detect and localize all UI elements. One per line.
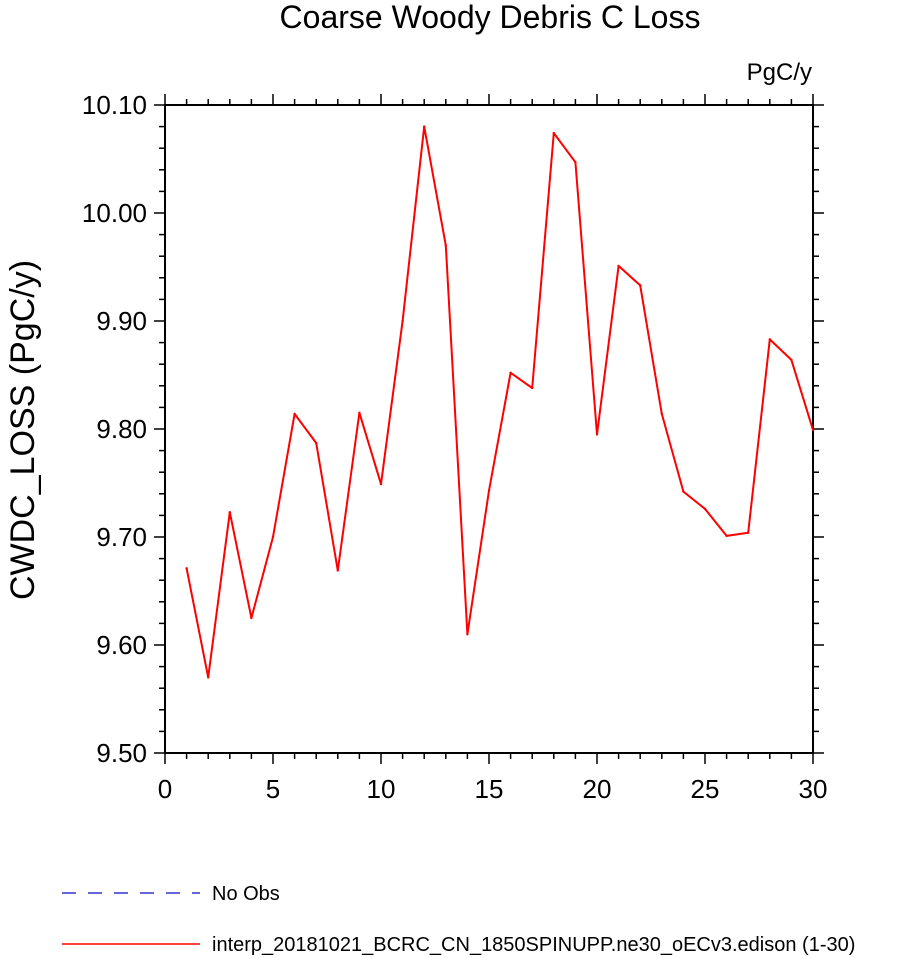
data-point	[487, 489, 491, 492]
data-point	[574, 161, 577, 164]
data-point	[639, 284, 642, 287]
data-point	[379, 482, 383, 486]
x-axis: 0 5 10 15 20 25 30	[158, 94, 828, 804]
y-tick-label: 9.50	[96, 738, 147, 768]
x-tick-label: 20	[583, 774, 612, 804]
plot-frame	[164, 104, 814, 754]
data-point	[509, 371, 512, 375]
y-axis: 9.50 9.60 9.70 9.80 9.90 10.00 10.10	[82, 90, 824, 768]
y-axis-label: CWDC_LOSS (PgC/y)	[4, 260, 42, 600]
series-line-0	[185, 125, 814, 679]
data-point	[207, 676, 210, 679]
data-point	[401, 319, 404, 323]
x-tick-label: 25	[691, 774, 720, 804]
data-point	[250, 616, 253, 620]
y-tick-label: 10.10	[82, 90, 147, 120]
chart-title: Coarse Woody Debris C Loss	[280, 0, 701, 35]
data-point	[595, 433, 599, 436]
y-tick-label: 10.00	[82, 198, 147, 228]
data-point	[552, 131, 555, 135]
data-point	[703, 507, 707, 511]
data-point	[466, 633, 469, 636]
data-point	[185, 567, 188, 570]
x-tick-label: 0	[158, 774, 172, 804]
data-point	[682, 490, 685, 493]
data-point	[725, 534, 728, 538]
data-point	[271, 535, 275, 539]
data-point	[531, 386, 534, 390]
legend: No Obs interp_20181021_BCRC_CN_1850SPINUP…	[62, 883, 855, 956]
data-point	[336, 569, 339, 572]
data-point	[444, 244, 447, 247]
data-point	[660, 412, 663, 416]
data-point	[811, 428, 815, 432]
y-tick-label: 9.60	[96, 630, 147, 660]
y-tick-label: 9.70	[96, 522, 147, 552]
data-point	[293, 412, 296, 416]
data-point	[423, 125, 426, 128]
x-tick-label: 15	[475, 774, 504, 804]
data-point	[315, 441, 318, 445]
y-tick-label: 9.90	[96, 306, 147, 336]
series-layer	[185, 125, 815, 679]
y-tick-label: 9.80	[96, 414, 147, 444]
legend-label-1: interp_20181021_BCRC_CN_1850SPINUPP.ne30…	[212, 934, 855, 956]
x-tick-label: 30	[799, 774, 828, 804]
data-point	[358, 411, 361, 414]
data-point	[617, 264, 620, 268]
data-point	[747, 531, 750, 534]
legend-label-0: No Obs	[212, 883, 280, 905]
data-point	[790, 358, 793, 362]
data-point	[768, 338, 771, 341]
x-tick-label: 10	[367, 774, 396, 804]
x-tick-label: 5	[266, 774, 280, 804]
units-label: PgC/y	[747, 59, 812, 86]
data-point	[228, 510, 231, 514]
